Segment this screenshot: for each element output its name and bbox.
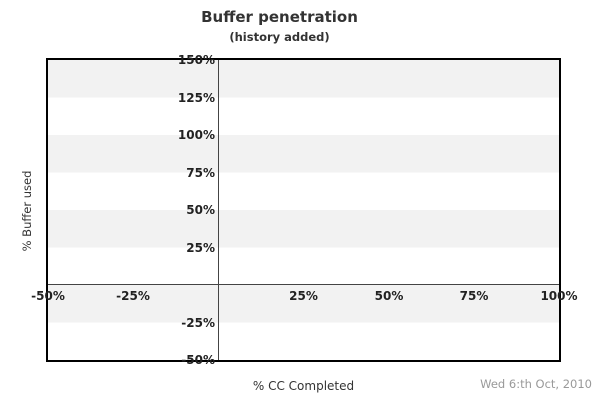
y-tick-label-neg25: -25% xyxy=(181,315,215,330)
x-tick-label-neg25: -25% xyxy=(116,289,150,303)
plot-area xyxy=(46,58,561,362)
y-axis-title: % Buffer used xyxy=(20,170,34,252)
y-tick-label-100: 100% xyxy=(177,128,215,142)
y-tick-label-50: 50% xyxy=(186,203,215,217)
y-tick-label-75: 75% xyxy=(186,165,215,180)
y-tick-label-25: 25% xyxy=(186,240,215,255)
y-tick-label-150: 150% xyxy=(177,53,215,67)
chart-title: Buffer penetration xyxy=(201,8,358,26)
x-zero-axis-line xyxy=(48,284,559,285)
x-tick-label-50: 50% xyxy=(374,289,404,303)
footer-date: Wed 6:th Oct, 2010 xyxy=(480,377,592,391)
x-tick-label-25: 25% xyxy=(289,289,318,303)
y-zero-axis-line xyxy=(218,60,219,360)
y-tick-label-125: 125% xyxy=(177,90,215,105)
y-tick-label-neg50: -50% xyxy=(181,353,215,367)
chart-subtitle: (history added) xyxy=(229,30,330,44)
x-tick-label-75: 75% xyxy=(459,289,489,303)
x-tick-label-100: 100% xyxy=(540,289,578,303)
x-axis-title: % CC Completed xyxy=(252,379,355,393)
x-tick-label-neg50: -50% xyxy=(31,289,65,303)
